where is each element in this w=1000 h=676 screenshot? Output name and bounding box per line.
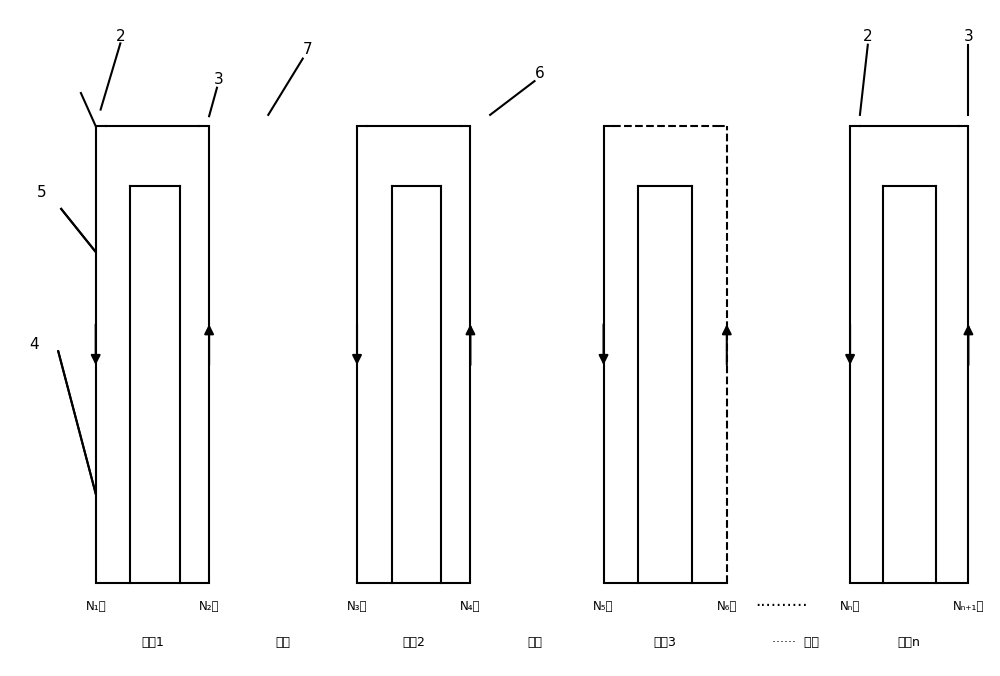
Text: N₅匝: N₅匝 [593,600,614,612]
Text: 包封n: 包封n [898,636,921,649]
Text: 包封3: 包封3 [654,636,677,649]
Text: 7: 7 [303,43,313,57]
Text: 2: 2 [863,29,873,44]
Text: 2: 2 [116,29,125,44]
Text: 4: 4 [29,337,38,352]
Text: N₁匝: N₁匝 [85,600,106,612]
Text: 气道: 气道 [276,636,291,649]
Text: 气道: 气道 [527,636,542,649]
Text: N₄匝: N₄匝 [460,600,481,612]
Text: Nₙ匝: Nₙ匝 [840,600,860,612]
Text: 3: 3 [964,29,973,44]
Text: 包封1: 包封1 [141,636,164,649]
Text: 5: 5 [37,185,46,200]
Text: Nₙ₊₁匝: Nₙ₊₁匝 [953,600,984,612]
Text: 3: 3 [214,72,224,87]
Text: ······  气道: ······ 气道 [772,636,819,649]
Text: 包封2: 包封2 [402,636,425,649]
Text: N₂匝: N₂匝 [199,600,219,612]
Text: N₆匝: N₆匝 [717,600,737,612]
Text: 6: 6 [535,66,544,80]
Text: N₃匝: N₃匝 [347,600,367,612]
Text: ··········: ·········· [755,597,807,615]
